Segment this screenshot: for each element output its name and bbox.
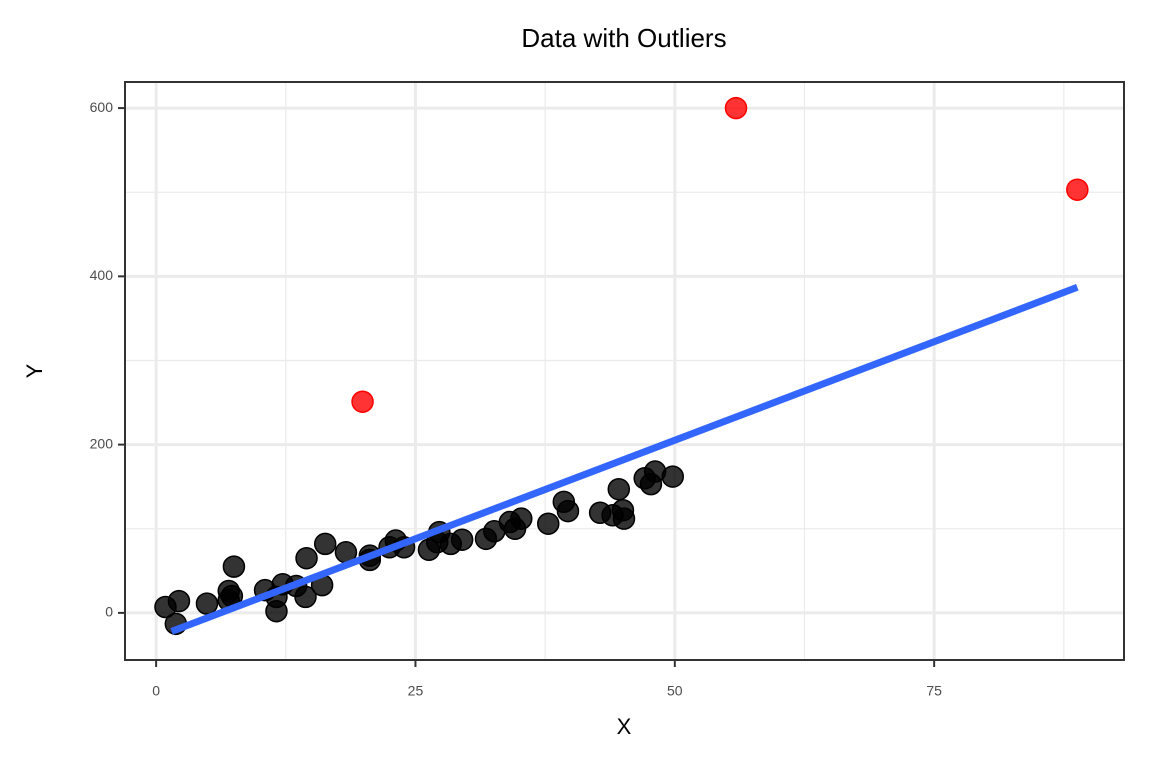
point [612,507,636,530]
plot-border [124,81,1125,661]
point [295,546,318,570]
y-tick-label: 0 [105,604,113,620]
y-tick-label: 400 [90,267,114,283]
fit-line [170,284,1079,635]
y-axis-label: Y [22,363,47,378]
point [222,555,246,578]
x-tick-label: 75 [926,683,942,699]
point [351,390,374,413]
point [450,528,474,551]
plot-background [125,82,1124,660]
point [607,477,631,501]
chart-title: Data with Outliers [521,23,726,53]
point [724,96,748,120]
point [313,532,337,556]
point [537,512,560,535]
point [167,589,191,613]
x-tick-label: 50 [667,683,683,699]
x-axis-label: X [617,714,632,739]
point [1066,178,1089,201]
point [195,592,219,615]
point [294,585,317,609]
y-tick-label: 600 [90,99,114,115]
x-tick-label: 0 [152,683,160,699]
y-tick-label: 200 [90,435,114,451]
x-tick-label: 25 [408,683,424,699]
point [556,499,580,523]
point [661,465,684,488]
point [510,507,533,530]
